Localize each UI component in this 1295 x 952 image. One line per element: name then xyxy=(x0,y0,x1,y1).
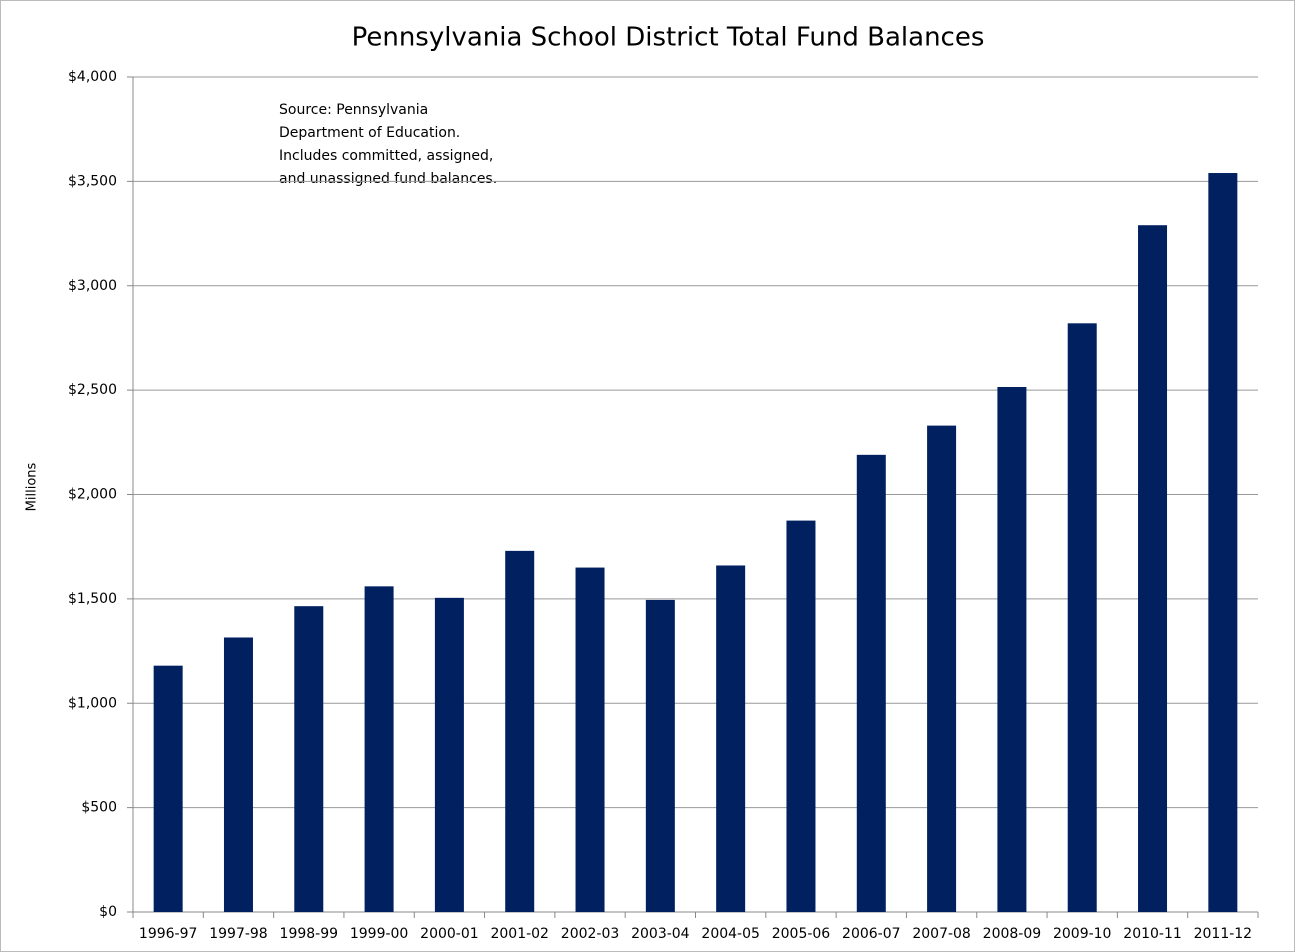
y-tick-label: $2,500 xyxy=(68,382,117,398)
chart-title: Pennsylvania School District Total Fund … xyxy=(352,23,985,53)
x-tick-label: 2007-08 xyxy=(912,926,971,942)
x-tick-label: 2009-10 xyxy=(1053,926,1112,942)
x-tick-label: 1999-00 xyxy=(350,926,409,942)
bar xyxy=(716,565,746,912)
y-tick-label: $3,000 xyxy=(68,278,117,294)
bar xyxy=(434,597,464,912)
annotation: Source: Pennsylvania xyxy=(279,102,428,118)
x-tick-label: 1997-98 xyxy=(209,926,268,942)
y-tick-label: $500 xyxy=(81,800,117,816)
y-axis-label: Millions xyxy=(25,462,40,511)
bar xyxy=(294,606,324,912)
bar xyxy=(645,599,675,912)
x-tick-label: 1998-99 xyxy=(280,926,339,942)
bar xyxy=(575,567,605,912)
x-tick-label: 2004-05 xyxy=(701,926,760,942)
x-tick-label: 2010-11 xyxy=(1123,926,1182,942)
x-tick-label: 2002-03 xyxy=(561,926,620,942)
annotation: Includes committed, assigned, xyxy=(279,148,493,164)
y-tick-label: $4,000 xyxy=(68,69,117,85)
x-tick-label: 2008-09 xyxy=(983,926,1042,942)
y-tick-label: $0 xyxy=(99,904,117,920)
bar xyxy=(1138,225,1168,912)
x-tick-label: 2001-02 xyxy=(490,926,549,942)
bar xyxy=(364,586,394,912)
bar xyxy=(786,520,816,912)
x-tick-label: 2006-07 xyxy=(842,926,901,942)
x-tick-label: 2003-04 xyxy=(631,926,690,942)
annotation: and unassigned fund balances. xyxy=(279,171,497,187)
x-tick-label: 1996-97 xyxy=(139,926,198,942)
y-tick-label: $1,500 xyxy=(68,591,117,607)
annotation: Department of Education. xyxy=(279,125,460,141)
bar xyxy=(927,425,957,912)
bar xyxy=(223,637,253,912)
bar xyxy=(505,550,535,912)
bar xyxy=(1067,323,1097,912)
x-tick-label: 2000-01 xyxy=(420,926,479,942)
bar xyxy=(153,665,183,912)
x-tick-label: 2005-06 xyxy=(772,926,831,942)
y-tick-label: $1,000 xyxy=(68,695,117,711)
x-tick-label: 2011-12 xyxy=(1194,926,1253,942)
y-tick-label: $3,500 xyxy=(68,173,117,189)
y-tick-label: $2,000 xyxy=(68,487,117,503)
bar xyxy=(997,386,1027,912)
bar xyxy=(1208,173,1238,912)
bar xyxy=(856,454,886,912)
